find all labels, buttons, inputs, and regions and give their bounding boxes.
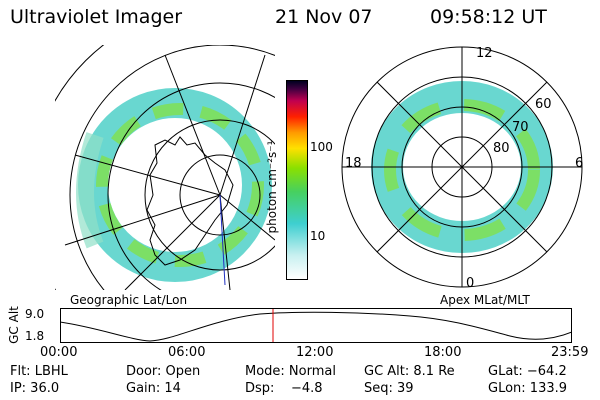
gc-alt-axis-label: GC Alt bbox=[7, 306, 21, 344]
door-status: Door: Open bbox=[126, 364, 201, 379]
aurora-edge bbox=[76, 132, 104, 249]
apex-label: Apex MLat/MLT bbox=[440, 293, 530, 307]
ip-status: IP: 36.0 bbox=[10, 381, 60, 396]
mode-status: Mode: Normal bbox=[245, 364, 336, 379]
time-tick-2: 12:00 bbox=[296, 345, 334, 360]
mlt-12-label: 12 bbox=[476, 46, 493, 61]
colorbar-unit-label: photon cm⁻²s⁻¹ bbox=[265, 140, 279, 234]
gc-alt-max: 9.0 bbox=[25, 307, 45, 321]
meridian-marker bbox=[219, 194, 226, 286]
altitude-plot-frame bbox=[60, 308, 572, 343]
mlt-6-label: 6 bbox=[575, 156, 584, 171]
altitude-plot bbox=[60, 308, 572, 343]
geographic-label: Geographic Lat/Lon bbox=[70, 293, 188, 307]
aurora-ring-bright bbox=[384, 99, 540, 241]
gc-alt-status: GC Alt: 8.1 Re bbox=[364, 364, 455, 379]
coastline bbox=[146, 136, 234, 266]
altitude-curve bbox=[60, 311, 572, 342]
mlt-0-label: 0 bbox=[466, 276, 475, 291]
geographic-map bbox=[55, 45, 275, 290]
gc-alt-min: 1.8 bbox=[25, 329, 45, 343]
magnetic-polar-plot bbox=[341, 46, 583, 288]
aurora-oval-bright bbox=[96, 103, 264, 267]
lat-80-label: 80 bbox=[493, 141, 510, 156]
dsp-status: Dsp: −4.8 bbox=[245, 381, 323, 396]
colorbar-tick-100: 100 bbox=[310, 140, 333, 154]
date-label: 21 Nov 07 bbox=[275, 6, 373, 28]
seq-status: Seq: 39 bbox=[364, 381, 414, 396]
filter-status: Flt: LBHL bbox=[10, 364, 68, 379]
gain-status: Gain: 14 bbox=[126, 381, 181, 396]
time-label: 09:58:12 UT bbox=[430, 6, 547, 28]
lat-70-label: 70 bbox=[512, 120, 529, 135]
lat-lon-grid bbox=[55, 45, 275, 290]
glat-status: GLat: −64.2 bbox=[488, 364, 567, 379]
polar-grid bbox=[341, 46, 583, 288]
colorbar-tick-10: 10 bbox=[310, 229, 326, 243]
mlt-18-label: 18 bbox=[345, 156, 362, 171]
glon-status: GLon: 133.9 bbox=[488, 381, 568, 396]
time-tick-4: 23:59 bbox=[551, 345, 589, 360]
colorbar bbox=[286, 80, 308, 280]
time-tick-3: 18:00 bbox=[424, 345, 462, 360]
instrument-title: Ultraviolet Imager bbox=[10, 6, 183, 28]
time-tick-1: 06:00 bbox=[168, 345, 206, 360]
lat-60-label: 60 bbox=[535, 97, 552, 112]
time-tick-0: 00:00 bbox=[40, 345, 78, 360]
